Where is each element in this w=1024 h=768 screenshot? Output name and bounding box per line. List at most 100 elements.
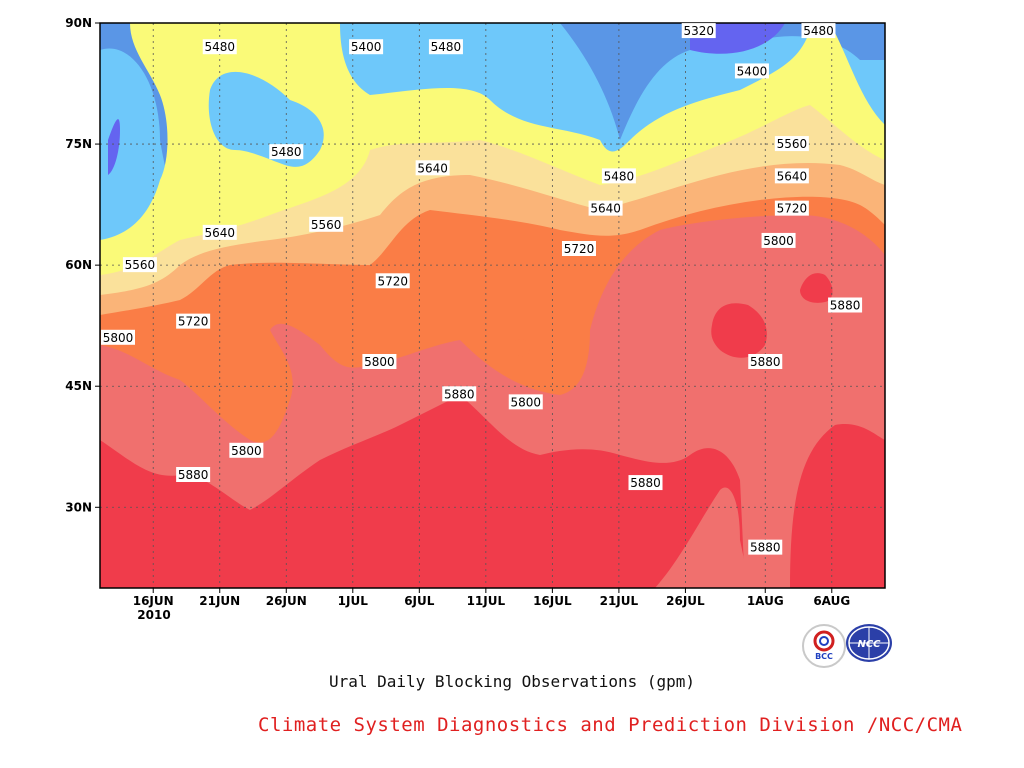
- contour-label: 5800: [229, 442, 264, 458]
- contour-label: 5480: [601, 168, 636, 184]
- contour-label-text: 5560: [311, 218, 342, 232]
- x-year-label: 2010: [137, 608, 170, 622]
- contour-label-bg: [229, 442, 264, 458]
- contour-label-text: 5880: [630, 476, 661, 490]
- contour-label-bg: [748, 539, 783, 555]
- x-tick-label: 11JUL: [467, 594, 506, 608]
- island-5480: [208, 71, 324, 167]
- contour-label-text: 5800: [763, 234, 794, 248]
- ncc-logo-text: NCC: [857, 639, 881, 650]
- contour-label-bg: [362, 354, 397, 369]
- contour-label: 5480: [269, 144, 304, 160]
- contour-label-text: 5880: [830, 299, 861, 313]
- contour-label: 5560: [309, 216, 344, 232]
- y-tick-label: 45N: [65, 379, 92, 393]
- band-low-left: [108, 119, 120, 175]
- contour-label-text: 5480: [204, 40, 235, 54]
- contour-label-text: 5640: [204, 226, 235, 240]
- x-axis: 16JUN 21JUN 26JUN 1JUL 6JUL 11JUL 16JUL 21JUL 26…: [133, 588, 850, 608]
- y-tick-label: 90N: [65, 16, 92, 30]
- contour-label-text: 5880: [750, 355, 781, 369]
- x-tick-label: 26JUL: [666, 594, 705, 608]
- contour-label: 5720: [176, 313, 211, 329]
- x-tick-label: 1JUL: [338, 594, 369, 608]
- contour-label: 5640: [202, 224, 237, 240]
- contour-label-text: 5560: [777, 137, 808, 151]
- contour-label: 5560: [774, 136, 809, 152]
- contour-labels: 5480 5400 5480 5320 5480 5400 5480 5640 5560 5640…: [101, 23, 863, 555]
- blob-small-5800: [512, 338, 530, 357]
- contour-label-text: 5800: [231, 444, 262, 458]
- blob-center-5880: [711, 303, 767, 358]
- contour-label-bg: [508, 394, 543, 410]
- contour-label: 5800: [362, 354, 397, 369]
- contour-label-text: 5720: [777, 202, 808, 216]
- contour-label-bg: [748, 354, 783, 369]
- contour-label-bg: [375, 273, 410, 289]
- contour-label-bg: [761, 232, 796, 248]
- contour-label: 5720: [561, 241, 596, 256]
- contour-label-text: 5880: [444, 387, 475, 401]
- contour-label: 5640: [415, 160, 450, 176]
- contour-label-bg: [734, 63, 769, 79]
- contour-label-text: 5320: [683, 24, 714, 38]
- contour-label-bg: [269, 144, 304, 160]
- contour-label-bg: [122, 257, 157, 273]
- ncc-logo-graphic: NCC: [848, 626, 890, 660]
- y-axis: 30N 45N 60N 75N 90N: [65, 16, 100, 514]
- contour-label-bg: [415, 160, 450, 176]
- plot-frame: [99, 22, 886, 589]
- contour-label-bg: [561, 241, 596, 256]
- contour-label: 5560: [122, 257, 157, 273]
- x-tick-label: 16JUL: [533, 594, 572, 608]
- contour-label-text: 5400: [737, 64, 768, 78]
- y-tick-label: 75N: [65, 137, 92, 151]
- contour-label-text: 5640: [417, 161, 448, 175]
- contour-label-text: 5640: [590, 202, 621, 216]
- contour-label: 5480: [428, 39, 463, 55]
- contour-label-bg: [774, 136, 809, 152]
- contour-label: 5880: [628, 475, 663, 491]
- contour-label: 5400: [734, 63, 769, 79]
- contour-label-text: 5480: [431, 40, 462, 54]
- contour-label-text: 5480: [604, 169, 635, 183]
- x-tick-label: 6JUL: [404, 594, 435, 608]
- contour-label-text: 5400: [351, 40, 382, 54]
- x-tick-label: 21JUN: [199, 594, 240, 608]
- contour-label: 5800: [761, 232, 796, 248]
- contour-label: 5880: [442, 386, 477, 402]
- contour-label-bg: [349, 39, 384, 55]
- contour-label-text: 5720: [178, 315, 209, 329]
- contour-label: 5640: [588, 200, 623, 216]
- contour-label-bg: [601, 168, 636, 184]
- contour-label-bg: [101, 329, 135, 345]
- bcc-logo: BCC: [802, 624, 846, 668]
- blob-ne-5880: [800, 273, 833, 303]
- contour-label-text: 5480: [803, 24, 834, 38]
- contour-label-bg: [442, 386, 477, 402]
- grid-lines: [100, 23, 885, 588]
- gap-south: [655, 487, 750, 588]
- contour-label-text: 5800: [510, 395, 541, 409]
- contour-label-bg: [202, 39, 237, 55]
- contour-label: 5720: [774, 200, 809, 216]
- contour-label: 5880: [828, 297, 863, 313]
- contour-label-bg: [176, 313, 211, 329]
- band-above-5880: [100, 395, 745, 588]
- x-tick-label: 26JUN: [266, 594, 307, 608]
- contour-label-bg: [681, 23, 716, 39]
- contour-label-bg: [774, 168, 809, 184]
- contour-label-text: 5880: [178, 468, 209, 482]
- contour-label-text: 5480: [271, 145, 302, 159]
- contour-label-text: 5800: [103, 331, 134, 345]
- chart-title: Ural Daily Blocking Observations (gpm): [328, 672, 696, 691]
- contour-label-bg: [176, 467, 211, 482]
- contour-label-bg: [309, 216, 344, 232]
- contour-label-text: 5800: [364, 355, 395, 369]
- contour-label: 5640: [774, 168, 809, 184]
- contour-label-text: 5720: [377, 274, 408, 288]
- credit-text: Climate System Diagnostics and Predictio…: [258, 714, 963, 736]
- contour-label-bg: [828, 297, 863, 313]
- contour-label: 5800: [101, 329, 135, 345]
